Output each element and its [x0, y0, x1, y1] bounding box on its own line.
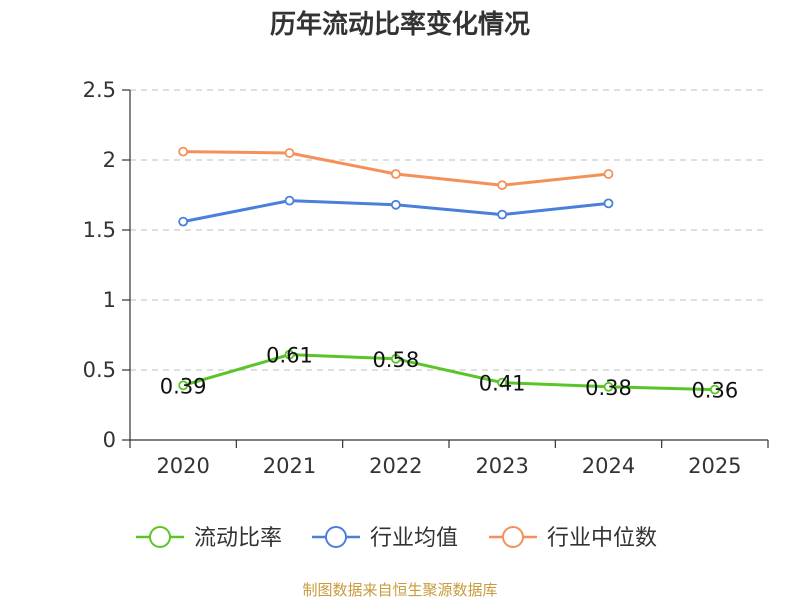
legend-marker: [502, 526, 524, 548]
data-point: [497, 209, 508, 220]
data-point: [178, 146, 189, 157]
axes: 0 0.5 1 1.5 2 2.5 2020 2021 2022 2023 2024 2025: [83, 78, 769, 478]
data-point: [603, 198, 614, 209]
legend-item[interactable]: 行业中位数: [489, 526, 657, 551]
legend-item[interactable]: 行业均值: [312, 526, 458, 551]
y-tick-label: 1: [103, 288, 116, 312]
y-tick-label: 2: [103, 148, 116, 172]
data-point: [497, 180, 508, 191]
data-point: [603, 381, 614, 392]
data-label: 0.61: [266, 344, 313, 368]
legend-marker: [149, 526, 171, 548]
x-tick-label: 2020: [156, 454, 209, 478]
legend-label: 行业均值: [370, 526, 458, 551]
legend-marker: [325, 526, 347, 548]
data-label: 0.36: [691, 379, 738, 403]
legend-label: 行业中位数: [547, 526, 657, 551]
x-tick-label: 2022: [369, 454, 422, 478]
data-label: 0.58: [372, 348, 419, 372]
y-tick-label: 1.5: [83, 218, 116, 242]
series-line: [182, 353, 715, 392]
data-label: 0.38: [585, 376, 632, 400]
legend-item[interactable]: 流动比率: [136, 526, 282, 551]
data-point: [178, 380, 189, 391]
y-tick-label: 0: [103, 428, 116, 452]
data-labels: 0.39 0.61 0.58 0.41 0.38 0.36: [160, 344, 738, 403]
data-point: [178, 216, 189, 227]
x-tick-label: 2025: [688, 454, 741, 478]
grid: [130, 89, 768, 371]
data-point: [284, 148, 295, 158]
data-label: 0.39: [160, 374, 207, 398]
data-point: [284, 349, 295, 360]
series-line: [183, 150, 609, 187]
chart-title: 历年流动比率变化情况: [270, 9, 530, 40]
data-point: [284, 195, 295, 206]
data-point: [390, 199, 401, 210]
data-label: 0.41: [479, 372, 526, 396]
y-tick-label: 2.5: [83, 78, 116, 102]
series-layer: [178, 146, 720, 395]
data-point: [390, 169, 401, 179]
x-tick-label: 2023: [475, 454, 528, 478]
legend-label: 流动比率: [194, 526, 282, 551]
x-tick-label: 2024: [582, 454, 635, 478]
data-point: [497, 377, 508, 388]
y-tick-label: 0.5: [83, 358, 116, 382]
data-point: [390, 353, 401, 364]
data-point: [603, 169, 614, 179]
data-point: [709, 384, 720, 395]
legend[interactable]: 流动比率 行业均值 行业中位数: [136, 526, 657, 551]
x-tick-label: 2021: [263, 454, 316, 478]
source-note: 制图数据来自恒生聚源数据库: [302, 581, 497, 599]
